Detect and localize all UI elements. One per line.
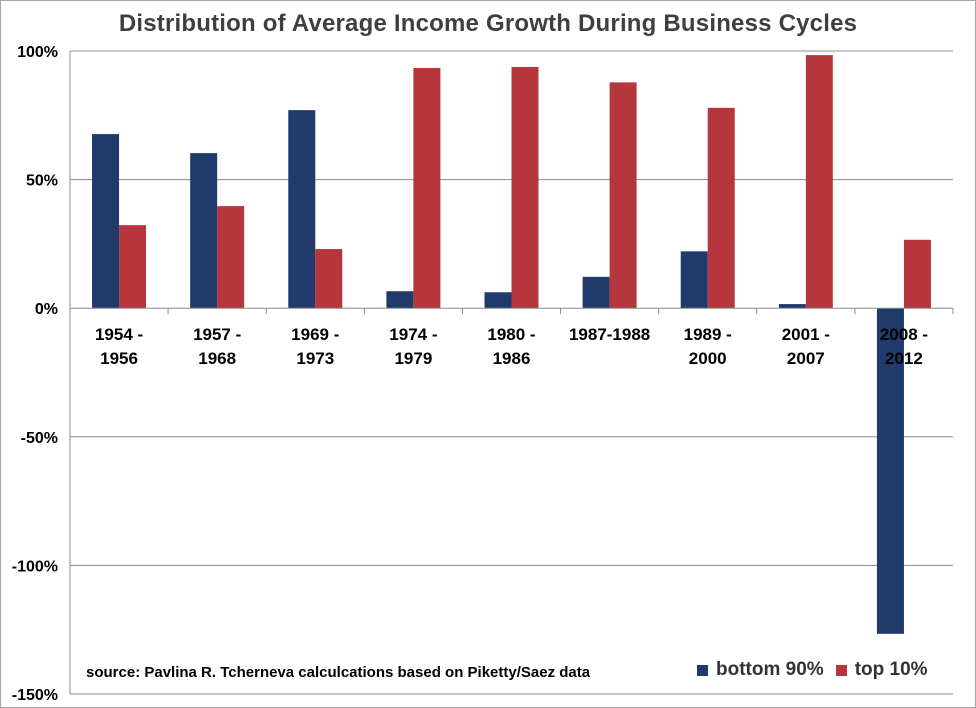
bar-top-10: [511, 66, 539, 309]
legend-item-top-10: top 10%: [835, 659, 928, 681]
x-tick-label: 1968: [198, 349, 236, 368]
bar-bottom-90: [582, 276, 610, 309]
bar-top-10: [805, 55, 833, 309]
x-tick-label: 1974 -: [389, 325, 437, 344]
x-tick-label: 2008 -: [880, 325, 928, 344]
x-tick-label: 1986: [493, 349, 531, 368]
legend-swatch-bottom-90: [697, 664, 708, 676]
x-tick-label: 1987-1988: [569, 325, 650, 344]
x-tick-label: 1979: [394, 349, 432, 368]
x-tick-label: 2007: [787, 349, 825, 368]
x-tick-label: 2001 -: [782, 325, 830, 344]
bar-top-10: [707, 107, 735, 309]
bar-top-10: [315, 249, 343, 309]
bar-bottom-90: [386, 291, 414, 309]
bar-bottom-90: [680, 251, 708, 309]
bar-top-10: [413, 67, 441, 309]
legend-label-top-10: top 10%: [854, 659, 928, 680]
x-tick-label: 1973: [296, 349, 334, 368]
y-tick-label: 0%: [35, 301, 58, 318]
legend-swatch-top-10: [835, 664, 847, 676]
legend-label-bottom-90: bottom 90%: [716, 659, 824, 680]
bar-top-10: [903, 239, 931, 309]
x-tick-label: 1957 -: [193, 325, 241, 344]
x-tick-label: 1969 -: [291, 325, 339, 344]
x-tick-label: 1980 -: [487, 325, 535, 344]
source-note: source: Pavlina R. Tcherneva calculcatio…: [86, 664, 591, 681]
bar-bottom-90: [92, 134, 120, 309]
x-tick-label: 1956: [100, 349, 138, 368]
x-tick-label: 1954 -: [95, 325, 143, 344]
chart-title: Distribution of Average Income Growth Du…: [118, 10, 858, 37]
bar-bottom-90: [484, 292, 512, 309]
legend-item-bottom-90: bottom 90%: [697, 659, 824, 681]
y-tick-label: 50%: [26, 173, 58, 190]
bar-bottom-90: [190, 153, 218, 309]
bar-top-10: [119, 225, 147, 309]
y-tick-label: -50%: [21, 430, 58, 447]
bar-top-10: [609, 82, 637, 309]
x-tick-label: 2000: [689, 349, 727, 368]
bar-bottom-90: [778, 304, 806, 309]
bar-top-10: [217, 206, 245, 309]
bar-bottom-90: [288, 110, 316, 309]
bar-bottom-90: [876, 308, 904, 634]
legend: bottom 90% top 10%: [697, 659, 940, 681]
x-tick-label: 2012: [885, 349, 923, 368]
y-tick-label: 100%: [17, 44, 58, 61]
x-tick-label: 1989 -: [684, 325, 732, 344]
y-tick-label: -150%: [12, 687, 58, 704]
y-tick-label: -100%: [12, 558, 58, 575]
